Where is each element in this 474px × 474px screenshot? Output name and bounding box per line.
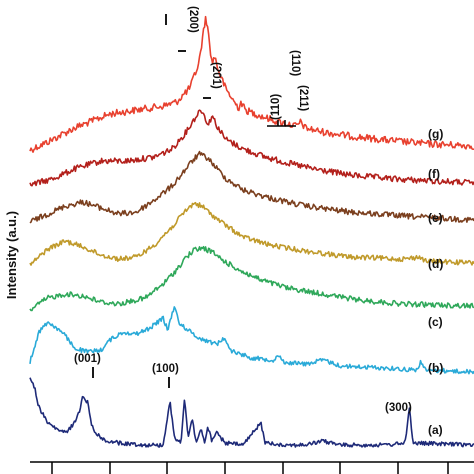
peak-label-300: (300) bbox=[385, 402, 412, 414]
peak-label-001: (001) bbox=[74, 353, 101, 365]
series-line-d bbox=[29, 201, 474, 266]
series-layer bbox=[29, 15, 474, 448]
series-line-c bbox=[29, 245, 474, 312]
y-axis-label: Intensity (a.u.) bbox=[4, 211, 19, 299]
peak-annotations: (001) (100) (300) (200) (201) (110) (110… bbox=[74, 6, 412, 414]
peak-label-200: (200) bbox=[187, 6, 199, 33]
peak-bracket bbox=[267, 120, 296, 127]
x-axis bbox=[30, 461, 474, 474]
series-line-g bbox=[29, 15, 474, 153]
curve-label-c: (c) bbox=[428, 315, 443, 329]
curve-label-g: (g) bbox=[428, 127, 443, 141]
peak-label-110-lower: (110) bbox=[270, 94, 282, 120]
curve-label-b: (b) bbox=[428, 361, 443, 375]
peak-label-201: (201) bbox=[210, 62, 222, 89]
curve-label-a: (a) bbox=[428, 423, 443, 437]
peak-label-110-upper: (110) bbox=[289, 50, 301, 76]
peak-label-100: (100) bbox=[152, 363, 179, 375]
series-line-e bbox=[29, 150, 474, 224]
peak-label-211: (211) bbox=[297, 85, 309, 111]
curve-label-f: (f) bbox=[428, 167, 440, 181]
series-line-a bbox=[29, 377, 474, 448]
curve-label-d: (d) bbox=[428, 257, 443, 271]
series-line-f bbox=[29, 109, 474, 187]
curve-label-e: (e) bbox=[428, 211, 443, 225]
series-line-b bbox=[29, 306, 474, 375]
curve-labels: (g) (f) (e) (d) (c) (b) (a) bbox=[428, 127, 443, 437]
